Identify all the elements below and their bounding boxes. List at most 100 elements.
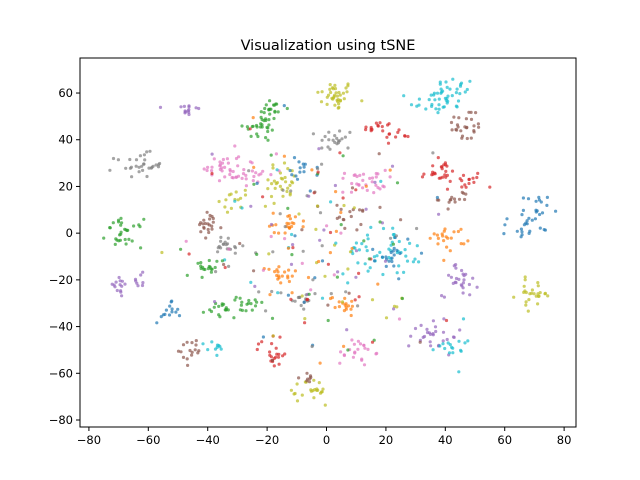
- data-point: [271, 211, 275, 215]
- data-point: [307, 292, 311, 296]
- data-point: [244, 173, 248, 177]
- data-point: [281, 194, 285, 198]
- data-point: [436, 156, 440, 160]
- data-point: [320, 259, 325, 263]
- data-point: [435, 195, 439, 200]
- data-point: [459, 227, 463, 231]
- data-point: [219, 347, 223, 351]
- data-point: [431, 151, 435, 155]
- data-point: [284, 180, 288, 184]
- data-point: [460, 136, 464, 140]
- data-point: [430, 173, 434, 177]
- data-point: [229, 206, 233, 210]
- data-point: [197, 106, 201, 111]
- data-point: [297, 160, 301, 164]
- data-point: [291, 246, 295, 250]
- data-point: [142, 153, 146, 157]
- data-point: [206, 227, 210, 232]
- data-point: [338, 129, 342, 133]
- y-tick-label: −60: [49, 366, 73, 380]
- data-point: [309, 375, 313, 379]
- data-point: [196, 351, 200, 355]
- y-tick-label: 20: [58, 179, 73, 193]
- data-point: [462, 242, 466, 246]
- data-point: [246, 301, 251, 305]
- data-point: [275, 273, 279, 278]
- data-point: [403, 248, 407, 252]
- data-point: [325, 102, 329, 106]
- data-point: [455, 87, 459, 91]
- data-point: [461, 173, 466, 177]
- data-point: [366, 237, 370, 241]
- data-point: [234, 175, 238, 179]
- data-point: [259, 110, 263, 114]
- data-point: [386, 123, 390, 127]
- data-point: [445, 245, 449, 249]
- data-point: [292, 221, 296, 226]
- data-point: [310, 168, 314, 172]
- data-point: [233, 251, 237, 255]
- data-point: [116, 158, 120, 162]
- data-point: [137, 165, 141, 169]
- data-point: [184, 239, 188, 243]
- data-point: [337, 105, 341, 109]
- data-point: [546, 294, 550, 298]
- data-point: [333, 183, 337, 188]
- data-point: [264, 309, 268, 313]
- data-point: [356, 304, 360, 308]
- data-point: [300, 393, 304, 397]
- data-point: [225, 210, 230, 214]
- data-point: [325, 224, 329, 228]
- data-point: [358, 208, 362, 212]
- data-point: [251, 179, 255, 183]
- data-point: [221, 157, 225, 162]
- data-point: [438, 80, 442, 84]
- data-point: [238, 241, 242, 246]
- data-point: [160, 250, 164, 255]
- data-point: [425, 330, 430, 335]
- data-point: [179, 247, 183, 251]
- data-point: [244, 184, 248, 188]
- data-point: [448, 87, 452, 91]
- data-point: [120, 221, 124, 225]
- data-point: [434, 107, 438, 111]
- data-point: [297, 376, 301, 380]
- data-point: [415, 226, 419, 231]
- data-point: [364, 245, 368, 249]
- data-point: [268, 293, 272, 297]
- data-point: [277, 362, 281, 366]
- data-point: [353, 246, 357, 250]
- data-point: [139, 246, 143, 250]
- data-point: [367, 257, 371, 261]
- data-point: [214, 270, 218, 274]
- data-point: [537, 198, 542, 202]
- data-point: [291, 243, 295, 247]
- data-point: [210, 169, 214, 173]
- data-point: [450, 169, 455, 173]
- data-point: [452, 115, 456, 119]
- data-point: [272, 116, 276, 121]
- data-point: [457, 116, 461, 120]
- data-point: [446, 207, 450, 211]
- data-point: [534, 294, 538, 298]
- data-point: [441, 89, 445, 93]
- data-point: [201, 265, 205, 269]
- data-point: [205, 168, 209, 173]
- data-point: [185, 340, 189, 344]
- data-point: [290, 291, 294, 295]
- data-point: [142, 162, 146, 166]
- data-point: [442, 239, 446, 243]
- data-point: [327, 130, 331, 134]
- data-point: [120, 279, 124, 283]
- data-point: [334, 91, 338, 95]
- x-tick-label: 60: [497, 433, 512, 447]
- data-point: [141, 168, 145, 172]
- data-point: [305, 371, 309, 375]
- data-point: [295, 399, 300, 403]
- data-point: [458, 92, 462, 96]
- data-point: [108, 226, 112, 230]
- data-point: [271, 334, 275, 338]
- data-point: [199, 261, 203, 265]
- data-point: [298, 170, 302, 174]
- data-point: [317, 259, 321, 264]
